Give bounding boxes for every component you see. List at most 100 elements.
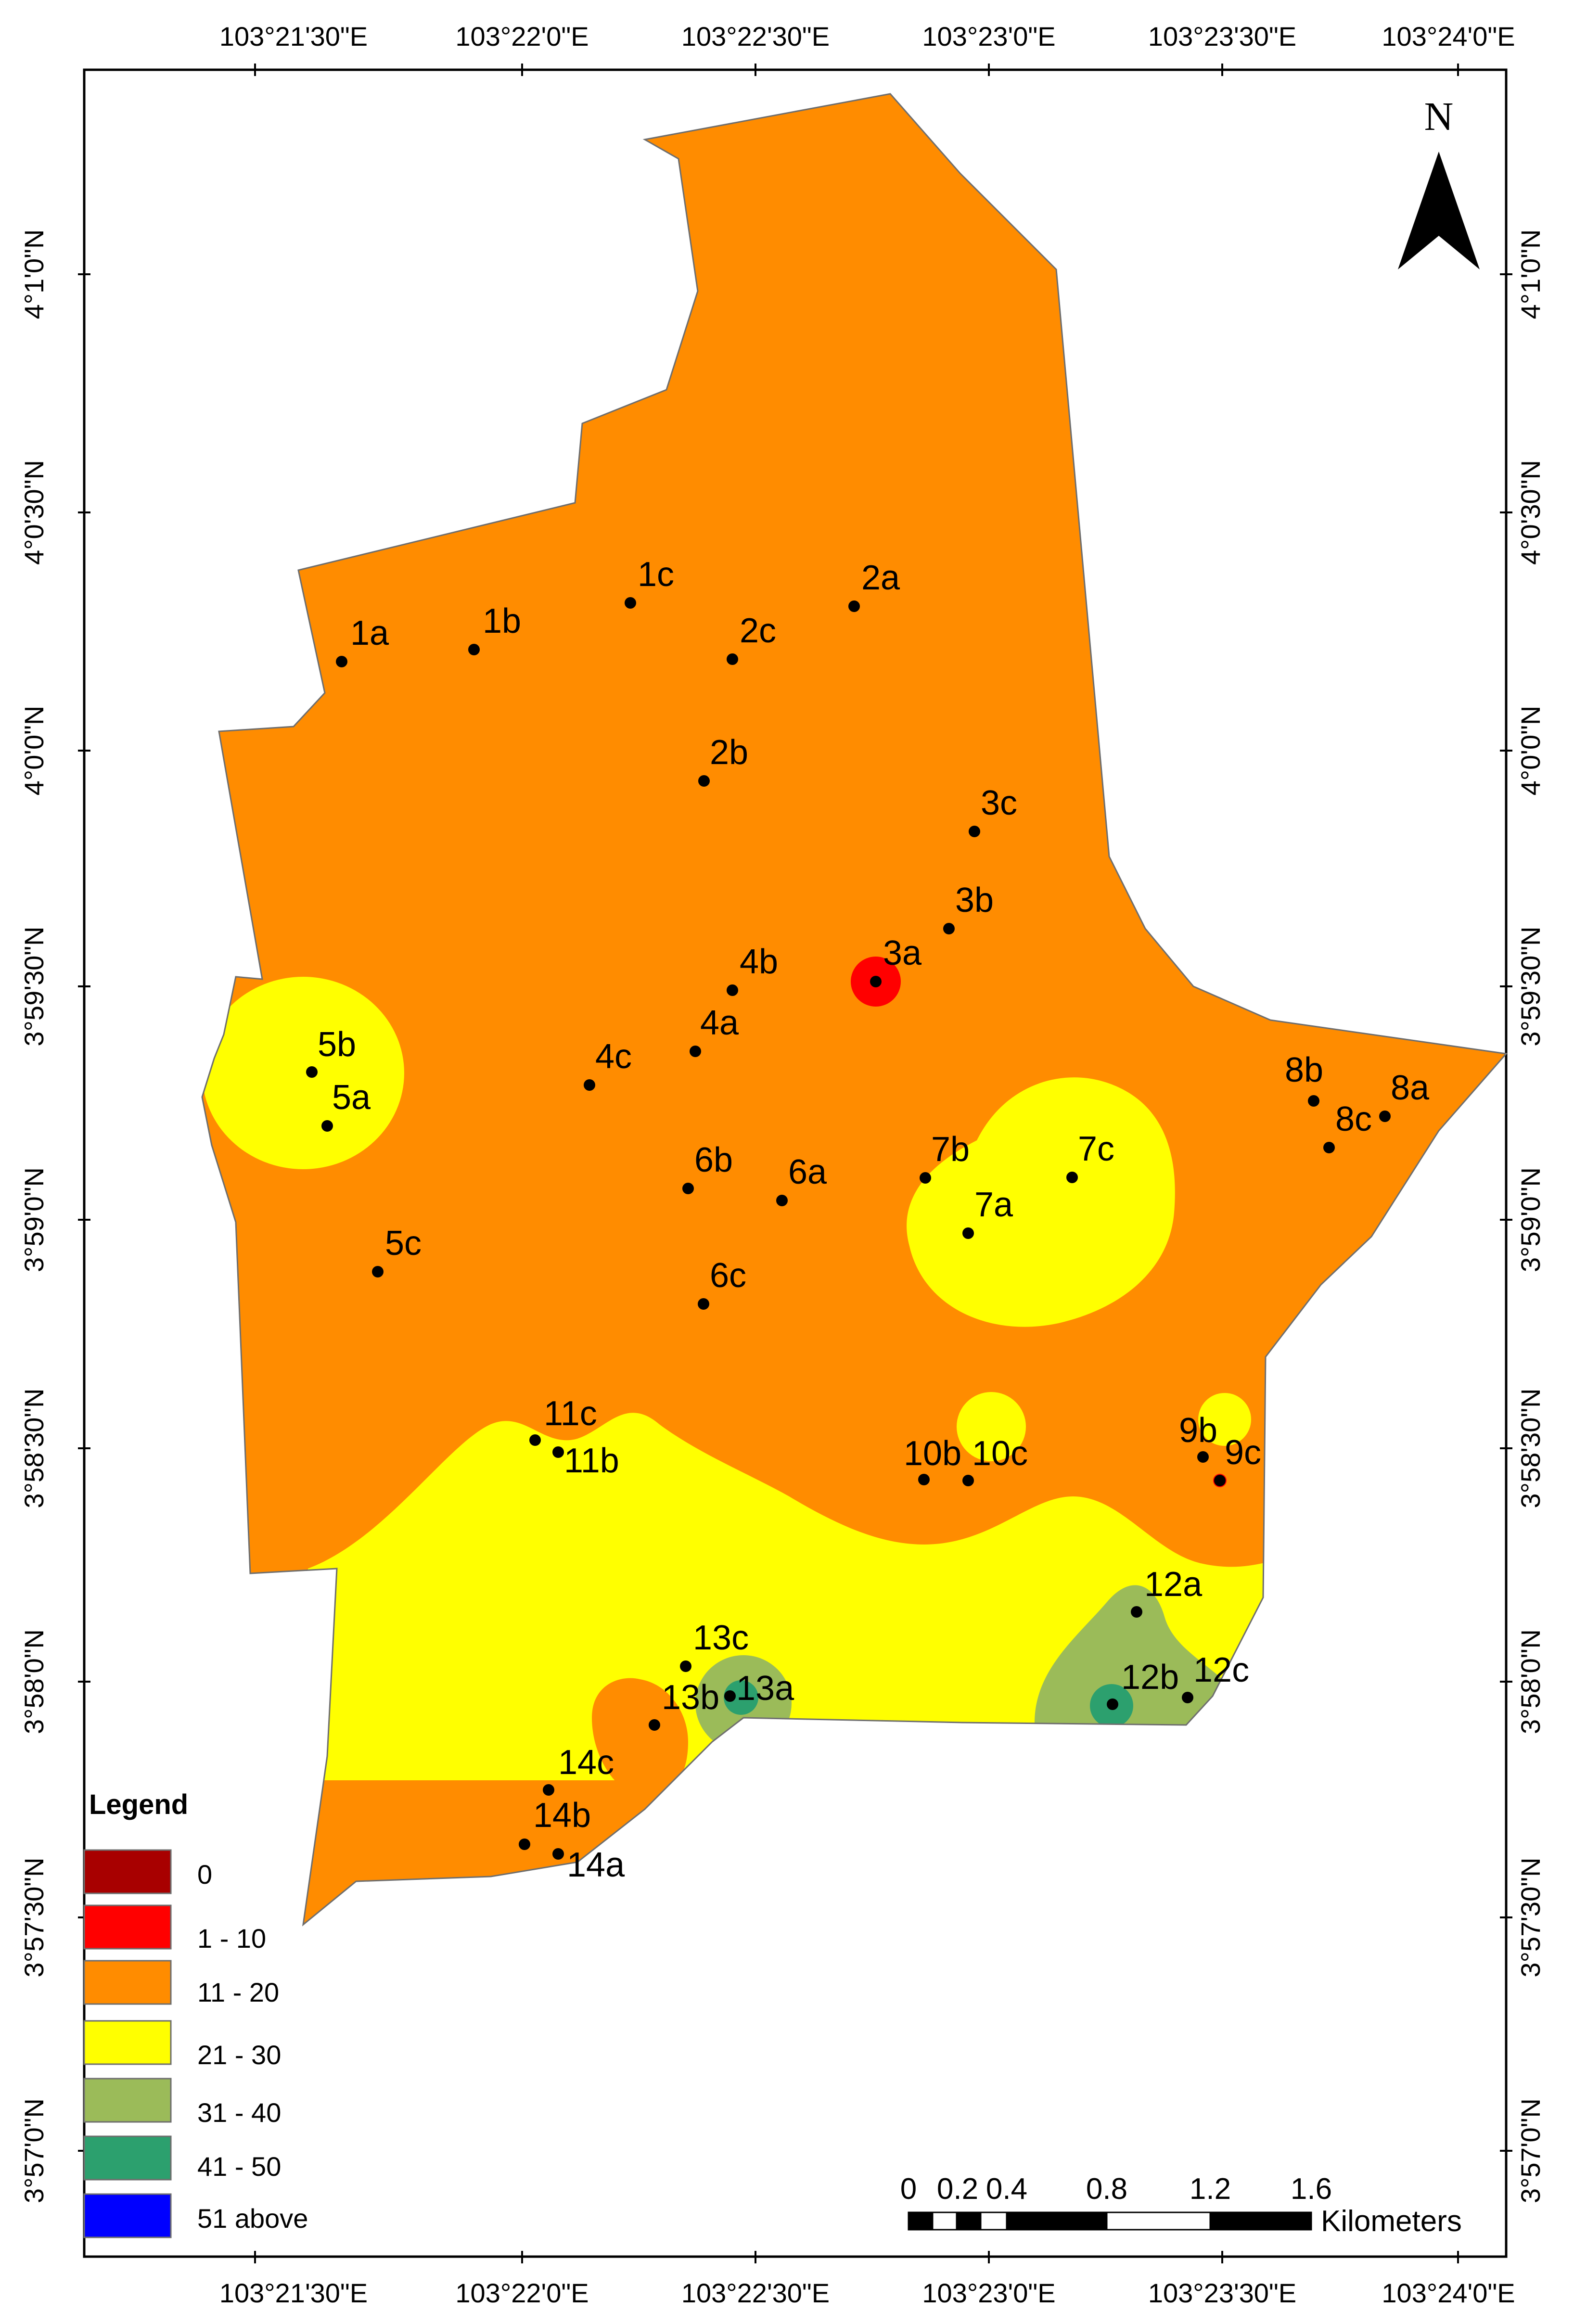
scale-tick-label: 0.4 — [986, 2172, 1027, 2206]
sample-point[interactable] — [920, 1172, 931, 1184]
legend-swatch-41-50 — [83, 2135, 172, 2181]
sample-point[interactable] — [649, 1719, 660, 1731]
sample-point[interactable] — [529, 1434, 541, 1446]
legend-label: 1 - 10 — [197, 1923, 266, 1954]
sample-point[interactable] — [552, 1446, 564, 1458]
sample-point[interactable] — [1197, 1451, 1209, 1463]
zone-41-50-13a — [724, 1680, 758, 1715]
point-label: 8c — [1335, 1100, 1372, 1138]
sample-point[interactable] — [543, 1784, 554, 1796]
point-label: 6c — [710, 1256, 746, 1295]
left-axis: 4°1'0"N 4°0'30"N 4°0'0"N 3°59'30"N 3°59'… — [19, 230, 90, 2203]
point-label: 14b — [533, 1796, 591, 1835]
point-label: 9b — [1179, 1411, 1217, 1450]
right-tick-label: 3°58'30"N — [1515, 1388, 1546, 1508]
sample-point[interactable] — [1323, 1142, 1335, 1153]
scale-tick-label: 0.2 — [937, 2172, 978, 2206]
sample-point[interactable] — [306, 1066, 318, 1078]
sample-point[interactable] — [1182, 1692, 1193, 1703]
sample-point[interactable] — [372, 1266, 384, 1277]
sample-point[interactable] — [969, 826, 980, 837]
legend-swatch-1-10 — [83, 1904, 172, 1950]
point-label: 10b — [904, 1434, 961, 1473]
top-tick-label: 103°22'30"E — [681, 21, 830, 51]
sample-point[interactable] — [1214, 1475, 1226, 1486]
sample-point[interactable] — [680, 1660, 691, 1672]
left-tick-label: 4°0'0"N — [19, 706, 49, 796]
point-label: 12c — [1193, 1651, 1249, 1689]
left-tick-label: 3°58'30"N — [19, 1388, 49, 1508]
top-tick-label: 103°23'0"E — [922, 21, 1055, 51]
legend-swatch-0 — [83, 1849, 172, 1894]
point-label: 13c — [693, 1619, 749, 1657]
zone-21-30-9b — [1198, 1393, 1251, 1446]
sample-point[interactable] — [1066, 1172, 1078, 1183]
right-tick-label: 4°0'30"N — [1515, 460, 1546, 565]
point-label: 1b — [483, 602, 521, 640]
sample-point[interactable] — [336, 656, 347, 667]
right-tick-label: 3°57'30"N — [1515, 1857, 1546, 1977]
top-tick-label: 103°21'30"E — [219, 21, 368, 51]
point-label: 2a — [861, 559, 900, 597]
sample-point[interactable] — [584, 1079, 595, 1091]
top-axis: 103°21'30"E 103°22'0"E 103°22'30"E 103°2… — [219, 21, 1515, 76]
sample-point[interactable] — [1107, 1698, 1118, 1710]
sample-point[interactable] — [468, 644, 480, 655]
point-label: 4b — [740, 943, 778, 981]
point-label: 1a — [350, 614, 389, 652]
north-arrow-icon — [1398, 152, 1480, 269]
sample-point[interactable] — [848, 600, 860, 612]
point-label: 13a — [736, 1669, 794, 1708]
legend-swatch-31-40 — [83, 2078, 172, 2123]
right-tick-label: 3°58'0"N — [1515, 1629, 1546, 1734]
point-label: 5c — [385, 1224, 422, 1263]
sample-point[interactable] — [690, 1046, 701, 1057]
point-label: 3c — [981, 784, 1017, 822]
sample-point[interactable] — [321, 1120, 333, 1132]
sample-point[interactable] — [519, 1839, 530, 1850]
sample-point[interactable] — [1308, 1095, 1319, 1107]
sample-point[interactable] — [870, 976, 882, 987]
sample-point[interactable] — [776, 1195, 788, 1206]
point-label: 13b — [662, 1678, 719, 1717]
top-tick-label: 103°24'0"E — [1382, 21, 1515, 51]
sample-point[interactable] — [682, 1183, 694, 1194]
sample-point[interactable] — [698, 1298, 709, 1310]
sample-point[interactable] — [1131, 1606, 1142, 1618]
left-tick-label: 4°0'30"N — [19, 460, 49, 565]
left-tick-label: 3°57'30"N — [19, 1857, 49, 1977]
sample-point[interactable] — [962, 1227, 974, 1239]
scale-tick-label: 1.6 — [1291, 2172, 1332, 2206]
sample-point[interactable] — [962, 1475, 974, 1486]
point-label: 12b — [1121, 1658, 1179, 1697]
right-tick-label: 3°59'30"N — [1515, 926, 1546, 1046]
point-label: 5a — [332, 1078, 371, 1117]
point-label: 3a — [883, 934, 922, 972]
point-label: 3b — [955, 881, 994, 919]
point-label: 7b — [931, 1130, 970, 1169]
point-label: 8a — [1391, 1069, 1430, 1107]
sample-point[interactable] — [724, 1690, 736, 1702]
left-tick-label: 3°57'0"N — [19, 2098, 49, 2203]
legend-label: 21 - 30 — [197, 2040, 281, 2070]
right-axis: 4°1'0"N 4°0'30"N 4°0'0"N 3°59'30"N 3°59'… — [1500, 230, 1546, 2203]
sample-point[interactable] — [552, 1848, 564, 1860]
sample-point[interactable] — [698, 775, 710, 787]
sample-point[interactable] — [918, 1474, 930, 1485]
point-label: 5b — [318, 1025, 356, 1064]
sample-point[interactable] — [1379, 1111, 1391, 1122]
sample-point[interactable] — [625, 597, 636, 609]
sample-point[interactable] — [943, 923, 955, 934]
point-label: 11b — [564, 1442, 619, 1480]
zone-21-30-7 — [907, 1077, 1175, 1327]
sample-point[interactable] — [727, 653, 738, 665]
bottom-tick-label: 103°23'0"E — [922, 2278, 1055, 2308]
legend-label: 41 - 50 — [197, 2151, 281, 2182]
sample-point[interactable] — [727, 984, 738, 996]
point-label: 14a — [567, 1846, 625, 1884]
sampling-points: 1a 1b 1c 2a 2b 2c 3a 3b 3c 4a 4b 4c 5a 5… — [306, 555, 1430, 1884]
point-label: 6a — [788, 1153, 827, 1191]
point-label: 11c — [544, 1394, 597, 1433]
scale-tick-label: 0.8 — [1086, 2172, 1127, 2206]
